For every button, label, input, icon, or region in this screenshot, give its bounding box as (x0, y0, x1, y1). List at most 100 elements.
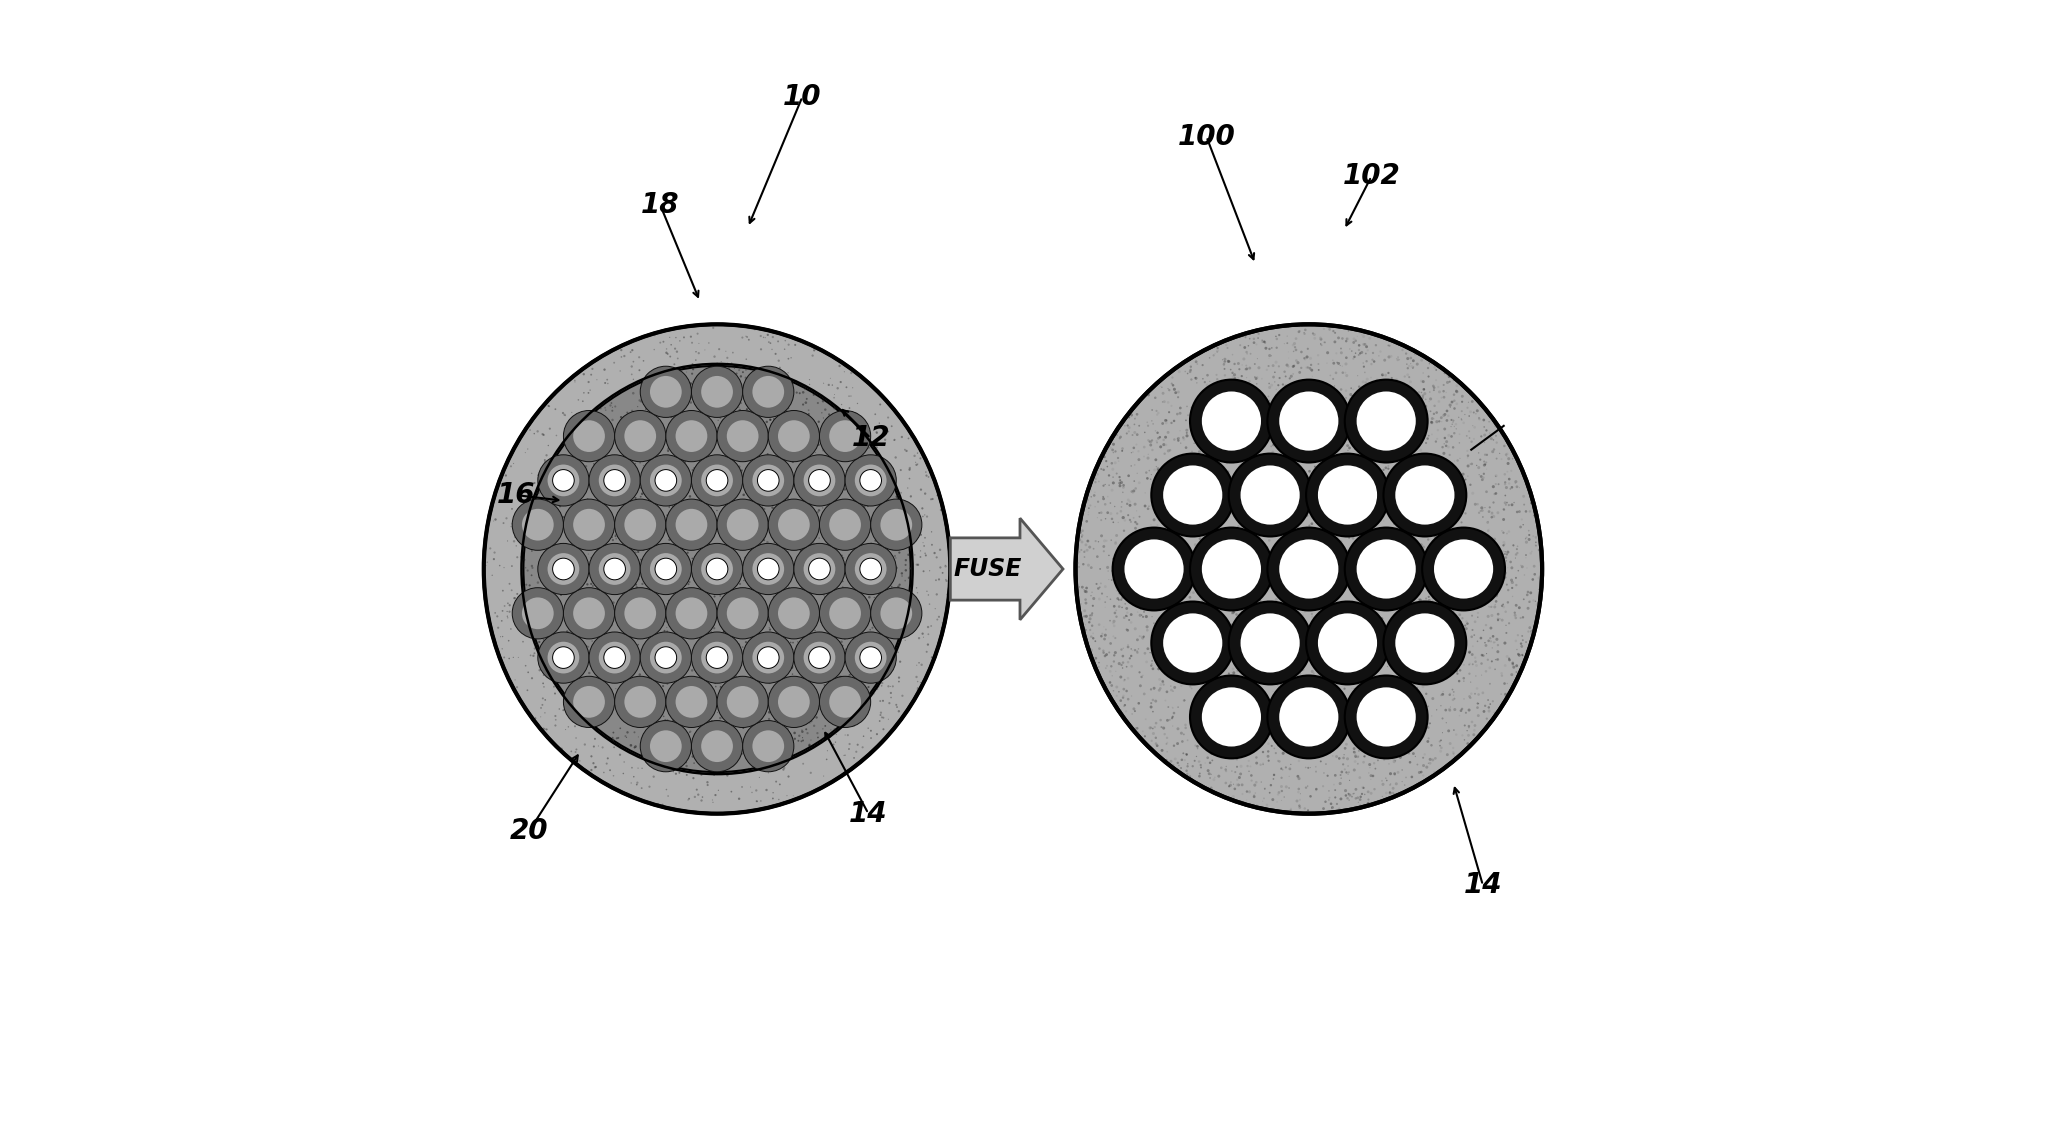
Point (641, 382, 674, 401)
Point (727, 413, 760, 431)
Point (599, 468, 632, 486)
Point (750, 413, 783, 431)
Point (1279, 338, 1312, 356)
Point (847, 701, 880, 719)
Point (886, 512, 919, 530)
Point (715, 451, 748, 469)
Point (834, 421, 867, 439)
Point (1448, 669, 1481, 687)
Point (690, 510, 723, 528)
Point (847, 464, 880, 483)
Point (511, 605, 544, 624)
Point (527, 584, 560, 602)
Point (534, 627, 566, 645)
Point (1172, 635, 1205, 653)
Point (562, 513, 595, 531)
Point (709, 523, 742, 542)
Point (1281, 465, 1314, 484)
Point (878, 547, 911, 566)
Point (1265, 464, 1298, 483)
Point (626, 550, 659, 568)
Point (686, 720, 719, 739)
Point (501, 520, 534, 538)
Point (1172, 600, 1205, 618)
Point (1240, 582, 1273, 600)
Point (797, 542, 830, 560)
Point (1438, 452, 1471, 470)
Point (834, 629, 867, 648)
Point (863, 497, 896, 516)
Point (1423, 475, 1456, 493)
Point (585, 634, 618, 652)
Point (1360, 522, 1393, 541)
Point (1275, 378, 1308, 396)
Point (678, 471, 711, 489)
Point (653, 592, 686, 610)
Point (746, 535, 779, 553)
Point (645, 333, 678, 352)
Point (1323, 600, 1355, 618)
Point (733, 740, 766, 758)
Point (587, 542, 620, 560)
Point (663, 386, 696, 404)
Point (684, 766, 717, 784)
Point (838, 472, 871, 490)
Point (1318, 508, 1351, 526)
Point (762, 714, 795, 732)
Point (725, 495, 758, 513)
Point (1312, 652, 1345, 670)
Point (902, 679, 935, 698)
Point (707, 395, 740, 413)
Point (604, 501, 637, 519)
Point (554, 423, 587, 442)
Point (1452, 446, 1485, 464)
Point (696, 454, 729, 472)
Point (1281, 609, 1314, 627)
Point (1491, 675, 1524, 693)
Point (562, 582, 595, 600)
Point (1428, 382, 1461, 401)
Point (1226, 776, 1259, 794)
Point (659, 703, 692, 721)
Point (1156, 644, 1189, 662)
Point (1395, 502, 1428, 520)
Point (812, 479, 845, 497)
Point (1407, 678, 1440, 696)
Point (838, 698, 871, 716)
Point (1452, 718, 1485, 736)
Point (1261, 398, 1294, 417)
Point (637, 607, 670, 625)
Point (1246, 667, 1279, 685)
Point (1288, 747, 1320, 765)
Point (1469, 456, 1502, 475)
Point (614, 694, 647, 712)
Point (1516, 570, 1549, 588)
Point (1135, 608, 1168, 626)
Point (1275, 671, 1308, 690)
Point (587, 419, 620, 437)
Point (684, 564, 717, 583)
Point (517, 558, 550, 576)
Point (1244, 674, 1277, 692)
Point (653, 594, 686, 612)
Point (880, 448, 913, 467)
Point (534, 471, 566, 489)
Point (684, 617, 717, 635)
Point (698, 447, 731, 465)
Point (1121, 514, 1154, 533)
Point (793, 674, 826, 692)
Point (756, 371, 789, 389)
Point (750, 370, 783, 388)
Point (1213, 599, 1246, 617)
Point (824, 520, 857, 538)
Point (564, 612, 597, 630)
Point (748, 469, 781, 487)
Circle shape (665, 587, 717, 638)
Point (663, 757, 696, 775)
Point (849, 660, 882, 678)
Point (861, 558, 894, 576)
Point (803, 414, 836, 432)
Point (521, 574, 554, 592)
Point (828, 442, 861, 460)
Point (1217, 588, 1250, 607)
